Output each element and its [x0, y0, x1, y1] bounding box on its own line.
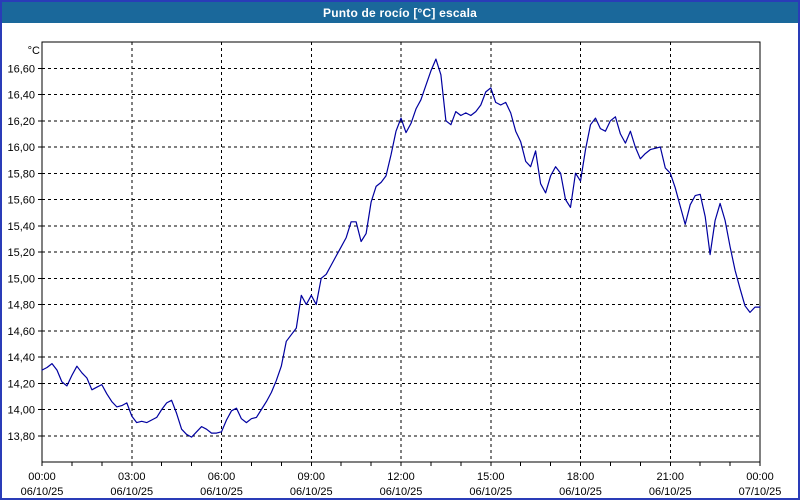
x-axis-time-label: 03:00	[118, 471, 146, 483]
y-axis-label: 13,80	[7, 431, 35, 443]
x-axis-time-label: 15:00	[477, 471, 505, 483]
x-axis-time-label: 09:00	[297, 471, 325, 483]
chart-title: Punto de rocío [°C] escala	[322, 5, 478, 20]
chart-title-bar: Punto de rocío [°C] escala	[2, 2, 798, 23]
x-axis-date-label: 06/10/25	[290, 486, 333, 498]
y-axis-label: 15,00	[7, 273, 35, 285]
x-axis-date-label: 06/10/25	[200, 486, 243, 498]
y-axis-label: 14,40	[7, 352, 35, 364]
y-axis-label: 15,60	[7, 195, 35, 207]
x-axis-time-label: 18:00	[567, 471, 595, 483]
x-axis-date-label: 06/10/25	[559, 486, 602, 498]
x-axis-date-label: 06/10/25	[21, 486, 64, 498]
y-axis-label: 16,20	[7, 116, 35, 128]
y-axis-label: 15,20	[7, 247, 35, 259]
chart-area: 13,80 14,00 14,20 14,40 14,60 14,80 15,00 15,20…	[2, 23, 798, 498]
y-axis-label: 14,80	[7, 300, 35, 312]
x-axis-time-label: 00:00	[746, 471, 774, 483]
x-axis-date-label: 06/10/25	[649, 486, 692, 498]
y-axis-label: 16,60	[7, 63, 35, 75]
y-axis-label: 14,20	[7, 378, 35, 390]
y-axis-label: 14,60	[7, 326, 35, 338]
x-axis-time-label: 21:00	[656, 471, 684, 483]
y-axis-label: 15,40	[7, 221, 35, 233]
y-axis-label: 15,80	[7, 168, 35, 180]
y-axis-label: 16,00	[7, 142, 35, 154]
dew-point-chart: 13,80 14,00 14,20 14,40 14,60 14,80 15,00 15,20…	[7, 41, 782, 498]
dew-point-series-line	[41, 58, 761, 438]
y-axis-label: 16,40	[7, 90, 35, 102]
x-axis-time-label: 00:00	[28, 471, 56, 483]
celsius-unit-label: °C	[28, 45, 40, 57]
x-axis-time-label: 06:00	[208, 471, 236, 483]
x-axis-date-label: 06/10/25	[469, 486, 512, 498]
plot-border	[41, 41, 761, 463]
x-axis-date-label: 06/10/25	[110, 486, 153, 498]
x-axis-time-label: 12:00	[387, 471, 415, 483]
y-axis-label: 14,00	[7, 405, 35, 417]
x-axis-date-label: 07/10/25	[739, 486, 782, 498]
x-axis-date-label: 06/10/25	[380, 486, 423, 498]
